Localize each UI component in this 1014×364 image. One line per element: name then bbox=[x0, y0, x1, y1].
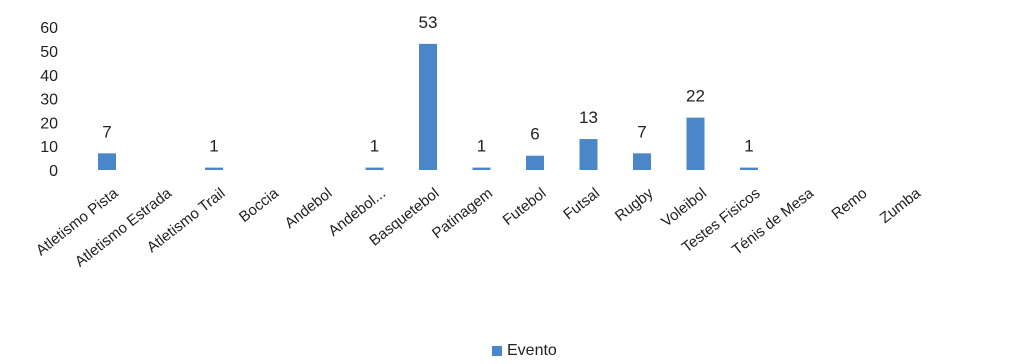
legend-swatch bbox=[492, 346, 502, 356]
data-label: 1 bbox=[477, 137, 486, 156]
y-tick-label: 40 bbox=[40, 68, 58, 85]
data-labels-group: 7 1 1 53 1 6 13 7 22 1 bbox=[102, 13, 753, 156]
y-tick-label: 30 bbox=[40, 92, 58, 109]
x-tick-label: Zumba bbox=[877, 184, 925, 227]
x-tick-label: Remo bbox=[828, 185, 870, 223]
x-tick-label: Boccia bbox=[236, 184, 282, 226]
x-tick-label: Futebol bbox=[500, 185, 550, 229]
data-label: 13 bbox=[579, 108, 598, 127]
bar bbox=[740, 167, 758, 170]
bar bbox=[98, 153, 116, 170]
data-label: 7 bbox=[102, 122, 111, 141]
x-tick-label: Atletismo Estrada bbox=[72, 184, 176, 270]
bar bbox=[633, 153, 651, 170]
bar bbox=[419, 43, 437, 170]
bar bbox=[579, 139, 598, 170]
data-label: 53 bbox=[419, 13, 438, 32]
bars-group bbox=[98, 43, 758, 170]
data-label: 1 bbox=[370, 137, 379, 156]
legend-label: Evento bbox=[507, 342, 557, 359]
y-tick-label: 50 bbox=[40, 44, 58, 61]
bar bbox=[205, 167, 223, 170]
data-label: 22 bbox=[686, 87, 705, 106]
bar bbox=[472, 167, 491, 170]
y-tick-label: 60 bbox=[40, 20, 58, 37]
data-label: 7 bbox=[637, 122, 646, 141]
x-tick-label: Rugby bbox=[612, 184, 657, 224]
bar bbox=[365, 167, 384, 170]
bar-chart: 0 10 20 30 40 50 60 7 1 1 53 1 6 13 7 22 1 Atletismo Pi… bbox=[33, 13, 925, 271]
x-tick-label: Patinagem bbox=[429, 185, 496, 243]
data-label: 1 bbox=[209, 137, 218, 156]
bar bbox=[686, 117, 705, 170]
y-tick-label: 0 bbox=[49, 163, 58, 180]
bar bbox=[526, 155, 544, 170]
y-tick-label: 10 bbox=[40, 139, 58, 156]
y-tick-label: 20 bbox=[40, 115, 58, 132]
y-axis: 0 10 20 30 40 50 60 bbox=[40, 20, 58, 180]
x-tick-label: Futsal bbox=[560, 185, 603, 224]
data-label: 6 bbox=[530, 125, 539, 144]
legend: Evento bbox=[492, 342, 557, 360]
data-label: 1 bbox=[744, 137, 753, 156]
